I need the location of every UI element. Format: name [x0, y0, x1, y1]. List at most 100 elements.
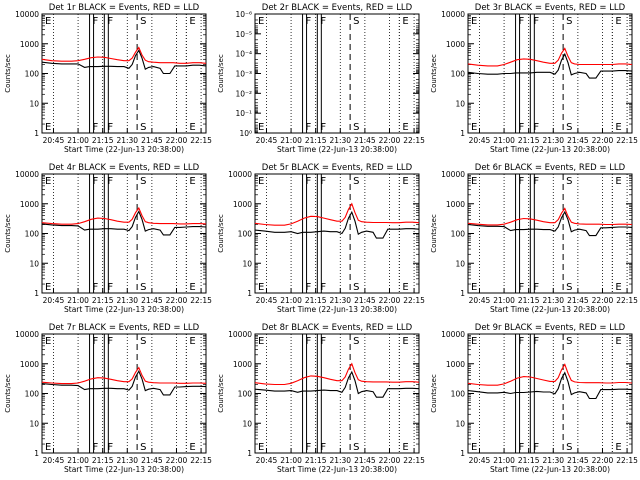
y-tick-label: 100 [238, 390, 253, 399]
y-tick-label: 10⁻² [235, 89, 252, 98]
marker-label: S [566, 176, 572, 187]
x-axis-label: Start Time (22-Jun-13 20:38:00) [277, 305, 397, 314]
series-line-events [467, 52, 633, 79]
y-tick-label: 10000 [441, 170, 465, 179]
series-line-lld [41, 366, 207, 385]
y-tick-label: 1000 [233, 360, 252, 369]
marker-label: F [320, 16, 326, 27]
marker-label: F [306, 176, 312, 187]
y-tick-label: 1000 [20, 200, 39, 209]
x-tick-label: 20:45 [43, 456, 65, 465]
y-axis-label: Counts/sec [430, 214, 438, 253]
y-tick-label: 10000 [15, 330, 39, 339]
y-tick-label: 1 [34, 289, 39, 298]
chart-panel-7: Det 7r BLACK = Events, RED = LLD 1 10 100 10… [4, 323, 212, 474]
x-tick-label: 22:15 [190, 136, 212, 145]
x-tick-label: 22:15 [403, 136, 425, 145]
x-tick-label: 21:15 [305, 296, 327, 305]
marker-label: F [533, 16, 539, 27]
marker-label: E [45, 336, 51, 347]
marker-label-bottom: F [320, 122, 326, 133]
x-tick-label: 20:45 [256, 136, 278, 145]
x-tick-label: 21:15 [92, 456, 114, 465]
marker-label: E [189, 16, 195, 27]
plot-frame [467, 333, 633, 454]
plot-frame [467, 13, 633, 134]
x-axis-label: Start Time (22-Jun-13 20:38:00) [277, 145, 397, 154]
marker-label: E [471, 176, 477, 187]
marker-label: F [93, 176, 99, 187]
marker-label: F [93, 336, 99, 347]
marker-label: F [320, 176, 326, 187]
x-tick-label: 21:45 [141, 296, 163, 305]
y-tick-label: 10 [455, 99, 465, 108]
x-tick-label: 21:30 [329, 136, 351, 145]
marker-label: S [140, 176, 146, 187]
x-tick-label: 20:45 [469, 296, 491, 305]
marker-label-bottom: S [140, 442, 146, 453]
y-tick-label: 100 [25, 230, 40, 239]
marker-label: E [402, 176, 408, 187]
marker-label: E [258, 16, 264, 27]
y-axis-label: Counts/sec [4, 54, 12, 93]
series-line-events [41, 210, 207, 236]
chart-title: Det 4r BLACK = Events, RED = LLD [49, 163, 200, 173]
y-axis-label: Counts/sec [217, 54, 225, 93]
marker-label-bottom: F [93, 442, 99, 453]
y-tick-label: 10000 [228, 170, 252, 179]
y-tick-label: 10⁰ [239, 129, 252, 138]
chart-panel-2: Det 2r BLACK = Events, RED = LLD 10⁰ 10⁻¹ 1… [217, 3, 425, 154]
series-line-lld [467, 47, 633, 67]
x-tick-label: 22:15 [190, 456, 212, 465]
marker-label: E [189, 176, 195, 187]
series-line-events [254, 210, 420, 239]
x-axis-label: Start Time (22-Jun-13 20:38:00) [64, 465, 184, 474]
x-axis-label: Start Time (22-Jun-13 20:38:00) [490, 465, 610, 474]
y-tick-label: 100 [25, 70, 40, 79]
x-tick-label: 22:15 [403, 296, 425, 305]
marker-label-bottom: F [107, 122, 113, 133]
marker-label-bottom: F [93, 282, 99, 293]
series-line-lld [254, 362, 420, 386]
marker-label: F [306, 16, 312, 27]
x-tick-label: 21:15 [305, 136, 327, 145]
x-tick-label: 21:00 [67, 296, 89, 305]
marker-label: F [107, 336, 113, 347]
chart-panel-1: Det 1r BLACK = Events, RED = LLD 1 10 100 10… [4, 3, 212, 154]
marker-label-bottom: E [615, 442, 621, 453]
x-tick-label: 21:30 [542, 136, 564, 145]
y-tick-label: 10⁻⁵ [235, 30, 252, 39]
y-tick-label: 10000 [15, 170, 39, 179]
y-tick-label: 1000 [446, 200, 465, 209]
x-axis-label: Start Time (22-Jun-13 20:38:00) [490, 145, 610, 154]
marker-label-bottom: E [471, 442, 477, 453]
x-tick-label: 22:00 [379, 456, 401, 465]
marker-label-bottom: F [93, 122, 99, 133]
marker-label-bottom: E [189, 282, 195, 293]
x-tick-label: 21:00 [280, 296, 302, 305]
x-tick-label: 20:45 [43, 136, 65, 145]
marker-label-bottom: E [471, 122, 477, 133]
marker-label: S [566, 336, 572, 347]
marker-label-bottom: E [615, 122, 621, 133]
marker-label: S [353, 336, 359, 347]
y-axis-label: Counts/sec [430, 54, 438, 93]
plot-frame [41, 13, 207, 134]
y-tick-label: 100 [451, 390, 466, 399]
plot-frame [254, 173, 420, 294]
x-axis-label: Start Time (22-Jun-13 20:38:00) [277, 465, 397, 474]
x-tick-label: 22:00 [379, 296, 401, 305]
chart-title: Det 6r BLACK = Events, RED = LLD [475, 163, 626, 173]
marker-label-bottom: E [189, 442, 195, 453]
plot-frame [254, 13, 420, 134]
y-tick-label: 10000 [441, 10, 465, 19]
marker-label: E [615, 176, 621, 187]
series-line-lld [254, 202, 420, 226]
marker-label-bottom: S [140, 282, 146, 293]
x-tick-label: 21:45 [567, 296, 589, 305]
marker-label: E [258, 176, 264, 187]
x-tick-label: 21:30 [116, 456, 138, 465]
x-tick-label: 21:00 [280, 136, 302, 145]
marker-label: F [306, 336, 312, 347]
y-tick-label: 10 [242, 419, 252, 428]
